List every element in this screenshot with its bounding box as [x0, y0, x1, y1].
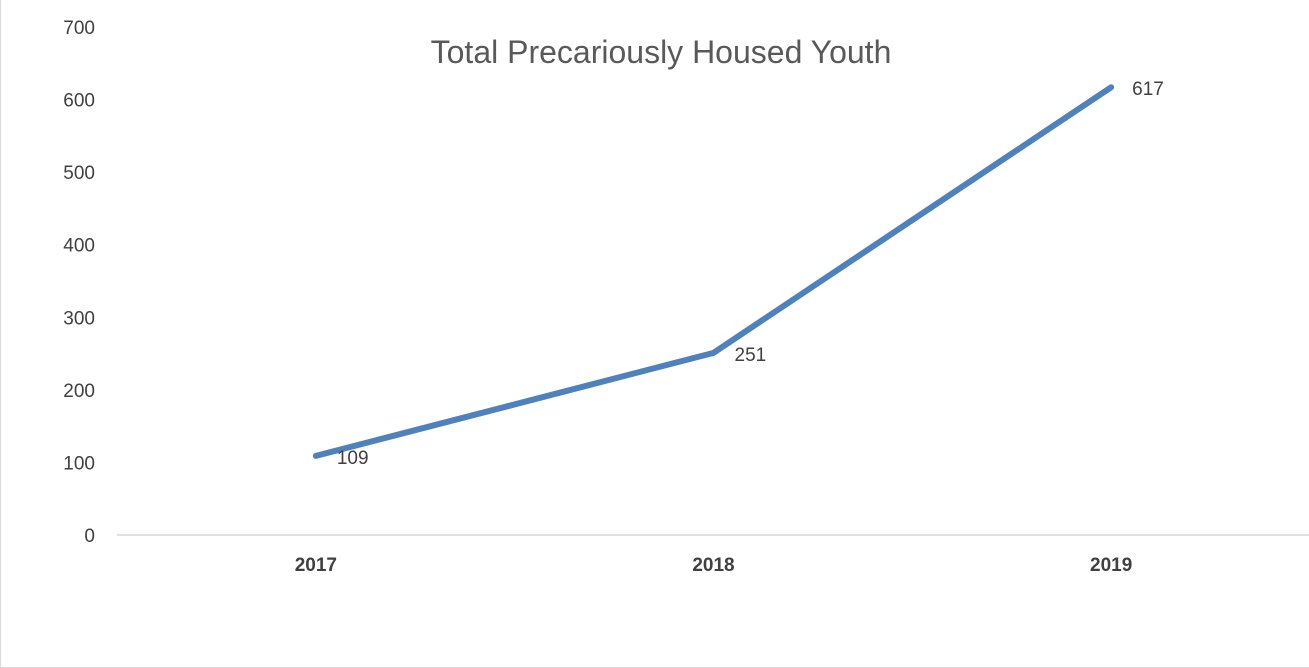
data-labels: 109 251 617	[337, 79, 1164, 469]
x-category-label: 2018	[692, 555, 734, 576]
x-category-label: 2017	[295, 555, 337, 576]
series-line	[312, 84, 1115, 459]
data-label: 617	[1132, 79, 1164, 100]
y-tick-label: 200	[63, 381, 95, 402]
chart-title: Total Precariously Housed Youth	[431, 34, 892, 70]
y-tick-label: 300	[63, 308, 95, 329]
y-tick-label: 400	[63, 236, 95, 257]
y-tick-label: 500	[63, 163, 95, 184]
y-tick-label: 700	[63, 18, 95, 39]
x-axis-categories: 2017 2018 2019	[295, 555, 1133, 576]
y-tick-label: 100	[63, 453, 95, 474]
y-axis-ticks: 0 100 200 300 400 500 600 700	[63, 18, 95, 547]
y-tick-label: 600	[63, 91, 95, 112]
data-label: 109	[337, 448, 369, 469]
x-category-label: 2019	[1090, 555, 1132, 576]
data-label: 251	[735, 345, 767, 366]
y-tick-label: 0	[84, 526, 95, 547]
